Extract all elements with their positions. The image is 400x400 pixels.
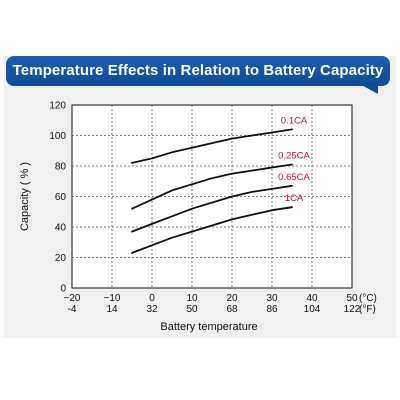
x-tick-label-celsius: −10 bbox=[104, 293, 121, 304]
x-tick-label-celsius: 10 bbox=[186, 293, 198, 304]
x-tick-label-fahrenheit: 50 bbox=[186, 304, 198, 315]
x-axis-title: Battery temperature bbox=[160, 321, 257, 333]
title-banner bbox=[6, 56, 390, 86]
y-tick-label: 0 bbox=[60, 284, 66, 295]
y-axis-ticks: 0 20 40 60 80 100 120 bbox=[49, 101, 66, 295]
x-tick-label-celsius: 30 bbox=[266, 293, 278, 304]
grid-lines bbox=[72, 105, 352, 288]
series-label: 0.25CA bbox=[278, 150, 310, 161]
series-line-0.1CA bbox=[131, 128, 293, 164]
x-tick-label-fahrenheit: 14 bbox=[106, 304, 118, 315]
x-tick-label-fahrenheit: 32 bbox=[146, 304, 158, 315]
y-tick-label: 100 bbox=[49, 131, 66, 142]
x-tick-label-fahrenheit: -4 bbox=[68, 304, 77, 315]
x-tick-label-celsius: 50 bbox=[346, 293, 358, 304]
chart-title: Temperature Effects in Relation to Batte… bbox=[12, 62, 384, 79]
series-label: 0.65CA bbox=[278, 172, 310, 183]
x-tick-label-fahrenheit: 68 bbox=[226, 304, 238, 315]
series-line-0.65CA bbox=[131, 184, 293, 233]
x-tick-label-celsius: −20 bbox=[64, 293, 81, 304]
series-lines bbox=[131, 128, 293, 254]
x-tick-label-celsius: 0 bbox=[149, 293, 155, 304]
x-tick-label-fahrenheit: 104 bbox=[304, 304, 321, 315]
y-tick-label: 120 bbox=[49, 101, 66, 112]
x-tick-label-celsius: 40 bbox=[306, 293, 318, 304]
series-label: 0.1CA bbox=[281, 115, 308, 126]
x-unit-celsius: (°C) bbox=[359, 293, 377, 304]
y-tick-label: 20 bbox=[55, 253, 67, 264]
y-tick-label: 40 bbox=[55, 223, 67, 234]
x-tick-label-celsius: 20 bbox=[226, 293, 238, 304]
series-line-1CA bbox=[131, 206, 293, 254]
x-tick-label-fahrenheit: 122 bbox=[344, 304, 361, 315]
y-tick-label: 60 bbox=[55, 192, 67, 203]
series-label: 1CA bbox=[285, 193, 304, 204]
series-line-0.25CA bbox=[131, 163, 293, 210]
y-axis-title: Capacity ( % ) bbox=[19, 162, 31, 231]
x-unit-fahrenheit: (°F) bbox=[359, 304, 376, 315]
y-tick-label: 80 bbox=[55, 162, 67, 173]
series-labels: 0.1CA 0.25CA 0.65CA 1CA bbox=[278, 115, 310, 204]
banner-pointer bbox=[356, 82, 378, 94]
x-tick-label-fahrenheit: 86 bbox=[266, 304, 278, 315]
